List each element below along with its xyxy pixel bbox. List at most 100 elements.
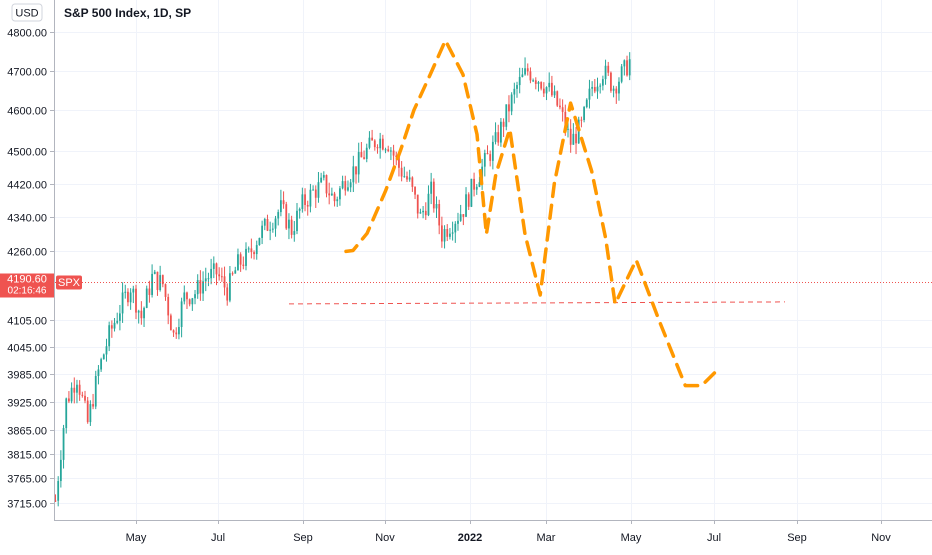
x-tick-label: May xyxy=(126,532,147,544)
x-tick-label: Jul xyxy=(707,532,721,544)
candle-body xyxy=(505,104,508,127)
candle-body xyxy=(478,182,481,187)
y-tick-label: 3925.00 xyxy=(7,398,47,410)
y-tick-label: 4045.00 xyxy=(7,343,47,355)
x-tick-label: Sep xyxy=(293,532,313,544)
candle-body xyxy=(542,88,545,94)
candle-body xyxy=(416,194,419,214)
candle-body xyxy=(145,288,148,308)
candle-body xyxy=(202,281,204,294)
candle-body xyxy=(54,500,57,502)
candle-body xyxy=(526,68,529,72)
candle-body xyxy=(298,208,301,211)
candle-body xyxy=(285,204,288,229)
candle-body xyxy=(250,248,253,253)
candle-body xyxy=(301,194,304,209)
last-price-countdown: 02:16:46 xyxy=(8,286,47,297)
candle-body xyxy=(172,330,175,333)
y-tick-label: 4600.00 xyxy=(7,106,47,118)
y-tick-label: 3985.00 xyxy=(7,370,47,382)
candle-body xyxy=(483,153,486,167)
candle-body xyxy=(188,299,191,305)
chart-title: S&P 500 Index, 1D, SP xyxy=(64,6,191,20)
candle-body xyxy=(148,288,151,295)
candle-body xyxy=(167,296,170,316)
candle-body xyxy=(127,291,129,303)
candle-body xyxy=(559,105,561,108)
candle-body xyxy=(65,398,68,429)
candle-body xyxy=(84,395,86,401)
candle-body xyxy=(569,128,572,145)
candle-body xyxy=(567,128,569,130)
candle-body xyxy=(320,177,323,183)
candle-body xyxy=(94,375,97,407)
candle-body xyxy=(105,346,108,355)
candle-body xyxy=(454,223,457,233)
candle-body xyxy=(406,176,408,180)
candle-body xyxy=(604,65,607,80)
candle-body xyxy=(398,157,400,168)
x-tick-label: 2022 xyxy=(458,532,482,544)
candle-body xyxy=(116,320,119,323)
currency-label: USD xyxy=(15,8,38,20)
candle-body xyxy=(373,140,376,148)
candle-body xyxy=(368,137,371,148)
grid xyxy=(55,0,932,520)
candle-body xyxy=(596,86,599,92)
x-tick-label: Nov xyxy=(871,532,891,544)
candle-body xyxy=(451,232,454,234)
candle-body xyxy=(97,369,100,376)
candle-body xyxy=(124,291,127,293)
y-tick-label: 3815.00 xyxy=(7,450,47,462)
candle-body xyxy=(325,175,328,194)
candle-body xyxy=(387,149,390,152)
candle-body xyxy=(239,254,242,265)
candle-body xyxy=(135,288,137,313)
candle-body xyxy=(129,292,132,303)
candle-body xyxy=(314,189,317,198)
candle-body xyxy=(330,193,333,196)
candle-body xyxy=(556,91,559,106)
candle-body xyxy=(532,80,535,82)
candle-body xyxy=(497,132,500,143)
candle-body xyxy=(143,307,145,319)
y-tick-label: 4105.00 xyxy=(7,316,47,328)
x-tick-label: Jul xyxy=(211,532,225,544)
candle-body xyxy=(237,254,239,271)
candle-body xyxy=(234,270,237,274)
support-line xyxy=(288,301,786,305)
currency-badge[interactable]: USD xyxy=(11,3,43,22)
candle-body xyxy=(419,212,422,214)
candle-body xyxy=(178,327,180,335)
candle-body xyxy=(333,193,336,202)
candle-body xyxy=(70,387,73,402)
candle-body xyxy=(161,275,164,285)
candle-body xyxy=(414,186,416,195)
candle-body xyxy=(432,181,435,209)
candle-body xyxy=(422,210,424,213)
y-tick-label: 3715.00 xyxy=(7,499,47,511)
candle-body xyxy=(371,137,374,141)
symbol-badge: SPX xyxy=(56,275,82,290)
candle-body xyxy=(355,166,357,175)
symbol-label: SPX xyxy=(58,277,81,289)
candle-body xyxy=(151,273,153,295)
candle-body xyxy=(379,138,382,149)
candle-body xyxy=(529,71,532,81)
candle-body xyxy=(153,271,156,274)
candle-body xyxy=(242,264,245,266)
candle-body xyxy=(118,313,121,321)
candle-body xyxy=(78,384,81,395)
candle-body xyxy=(274,218,277,229)
candle-body xyxy=(411,177,414,187)
candle-body xyxy=(612,88,615,91)
candle-body xyxy=(537,82,540,84)
candle-body xyxy=(500,121,502,143)
candle-body xyxy=(615,88,618,94)
candle-body xyxy=(446,229,449,237)
candle-body xyxy=(390,150,392,152)
candle-body xyxy=(102,354,105,360)
candle-body xyxy=(207,278,210,280)
